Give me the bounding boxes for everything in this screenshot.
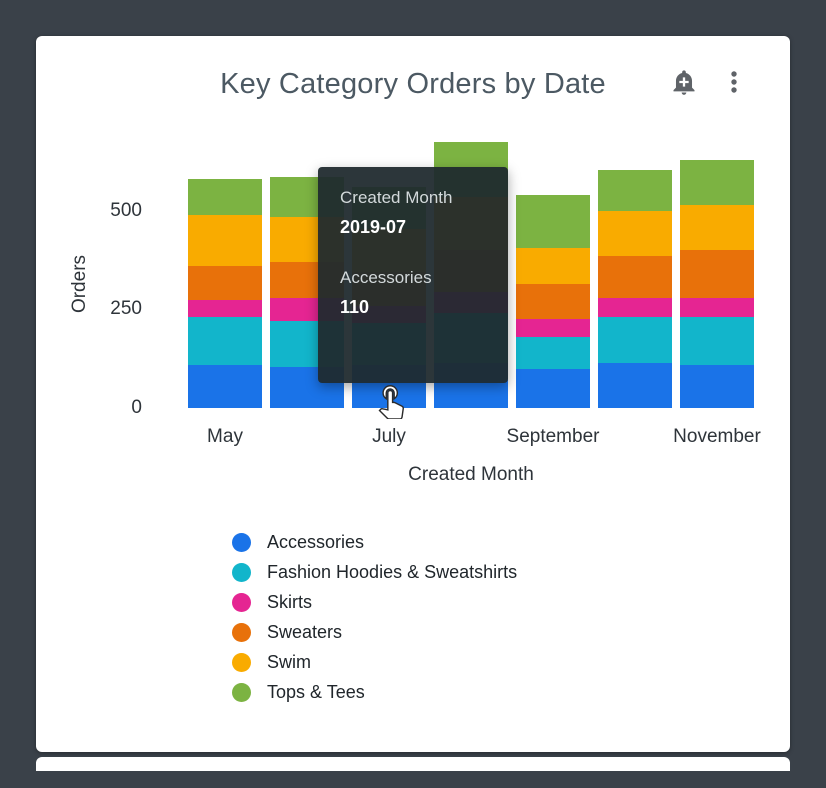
- bar-segment-skirts-2019-10[interactable]: [598, 297, 672, 318]
- legend-label: Tops & Tees: [267, 681, 365, 702]
- bar-segment-swim-2019-11[interactable]: [680, 204, 754, 251]
- legend-item-skirts[interactable]: Skirts: [232, 587, 517, 617]
- x-axis-title: Created Month: [408, 464, 534, 485]
- legend-item-accessories[interactable]: Accessories: [232, 527, 517, 557]
- bar-segment-fashion-hoodies-sweatshirts-2019-05[interactable]: [188, 317, 262, 365]
- bar-segment-swim-2019-09[interactable]: [516, 248, 590, 284]
- hand-cursor-icon: [372, 381, 410, 420]
- bar-segment-fashion-hoodies-sweatshirts-2019-10[interactable]: [598, 317, 672, 363]
- legend-label: Fashion Hoodies & Sweatshirts: [267, 561, 518, 582]
- tooltip-dimension-label: Created Month: [340, 188, 453, 207]
- bar-segment-skirts-2019-11[interactable]: [680, 297, 754, 318]
- y-tick-label: 500: [110, 199, 142, 221]
- bar-segment-tops-tees-2019-10[interactable]: [598, 169, 672, 211]
- legend-item-sweaters[interactable]: Sweaters: [232, 617, 517, 647]
- bar-segment-swim-2019-10[interactable]: [598, 210, 672, 257]
- stacked-bar[interactable]: [516, 195, 590, 408]
- y-axis: 0 250 500: [72, 132, 142, 418]
- bar-2019-10[interactable]: [594, 132, 676, 408]
- x-axis: May July September November: [184, 426, 761, 452]
- bar-segment-sweaters-2019-10[interactable]: [598, 256, 672, 298]
- bar-segment-tops-tees-2019-05[interactable]: [188, 179, 262, 215]
- legend-dot: [232, 682, 251, 702]
- bar-segment-fashion-hoodies-sweatshirts-2019-09[interactable]: [516, 337, 590, 369]
- x-tick-label: July: [372, 426, 406, 447]
- bar-segment-fashion-hoodies-sweatshirts-2019-11[interactable]: [680, 317, 754, 365]
- tooltip-measure-label: Accessories: [340, 268, 432, 287]
- kebab-menu-icon[interactable]: [720, 68, 748, 96]
- add-alert-icon[interactable]: [670, 68, 698, 96]
- tooltip-dimension-value: 2019-07: [340, 217, 407, 237]
- bar-segment-tops-tees-2019-11[interactable]: [680, 159, 754, 205]
- legend-label: Accessories: [267, 531, 365, 552]
- bar-segment-sweaters-2019-05[interactable]: [188, 266, 262, 300]
- legend: Accessories Fashion Hoodies & Sweatshirts…: [232, 527, 517, 707]
- tooltip: Created Month 2019-07 Accessories 110: [318, 167, 508, 383]
- legend-item-fashion-hoodies-sweatshirts[interactable]: Fashion Hoodies & Sweatshirts: [232, 557, 517, 587]
- legend-label: Sweaters: [267, 621, 343, 642]
- dashboard-tile: Key Category Orders by Date Orders 0 250 5…: [36, 36, 790, 752]
- stacked-bar[interactable]: [680, 159, 754, 408]
- bar-2019-05[interactable]: [184, 132, 266, 408]
- bar-segment-skirts-2019-05[interactable]: [188, 299, 262, 318]
- next-card-edge: [36, 757, 790, 771]
- bar-segment-accessories-2019-05[interactable]: [188, 364, 262, 408]
- bar-segment-swim-2019-05[interactable]: [188, 214, 262, 267]
- tooltip-measure-value: 110: [340, 297, 370, 317]
- bar-segment-skirts-2019-09[interactable]: [516, 319, 590, 338]
- legend-label: Swim: [267, 651, 311, 672]
- bar-segment-sweaters-2019-11[interactable]: [680, 250, 754, 298]
- legend-dot: [232, 592, 251, 612]
- legend-dot: [232, 562, 251, 582]
- legend-item-swim[interactable]: Swim: [232, 647, 517, 677]
- chart-title: Key Category Orders by Date: [220, 68, 606, 100]
- x-tick-label: November: [673, 426, 761, 447]
- bar-segment-tops-tees-2019-09[interactable]: [516, 195, 590, 249]
- stacked-bar[interactable]: [188, 179, 262, 408]
- stacked-bar[interactable]: [598, 169, 672, 408]
- x-tick-label: May: [207, 426, 243, 447]
- bar-segment-accessories-2019-09[interactable]: [516, 368, 590, 408]
- bar-segment-sweaters-2019-09[interactable]: [516, 283, 590, 320]
- legend-dot: [232, 622, 251, 642]
- legend-dot: [232, 652, 251, 672]
- legend-label: Skirts: [267, 591, 312, 612]
- y-tick-label: 250: [110, 298, 142, 320]
- x-tick-label: September: [506, 426, 600, 447]
- bar-2019-11[interactable]: [676, 132, 758, 408]
- legend-dot: [232, 532, 251, 552]
- y-tick-label: 0: [131, 397, 142, 418]
- bar-segment-accessories-2019-10[interactable]: [598, 362, 672, 408]
- bar-segment-accessories-2019-11[interactable]: [680, 364, 754, 408]
- bar-2019-09[interactable]: [512, 132, 594, 408]
- legend-item-tops-tees[interactable]: Tops & Tees: [232, 677, 517, 707]
